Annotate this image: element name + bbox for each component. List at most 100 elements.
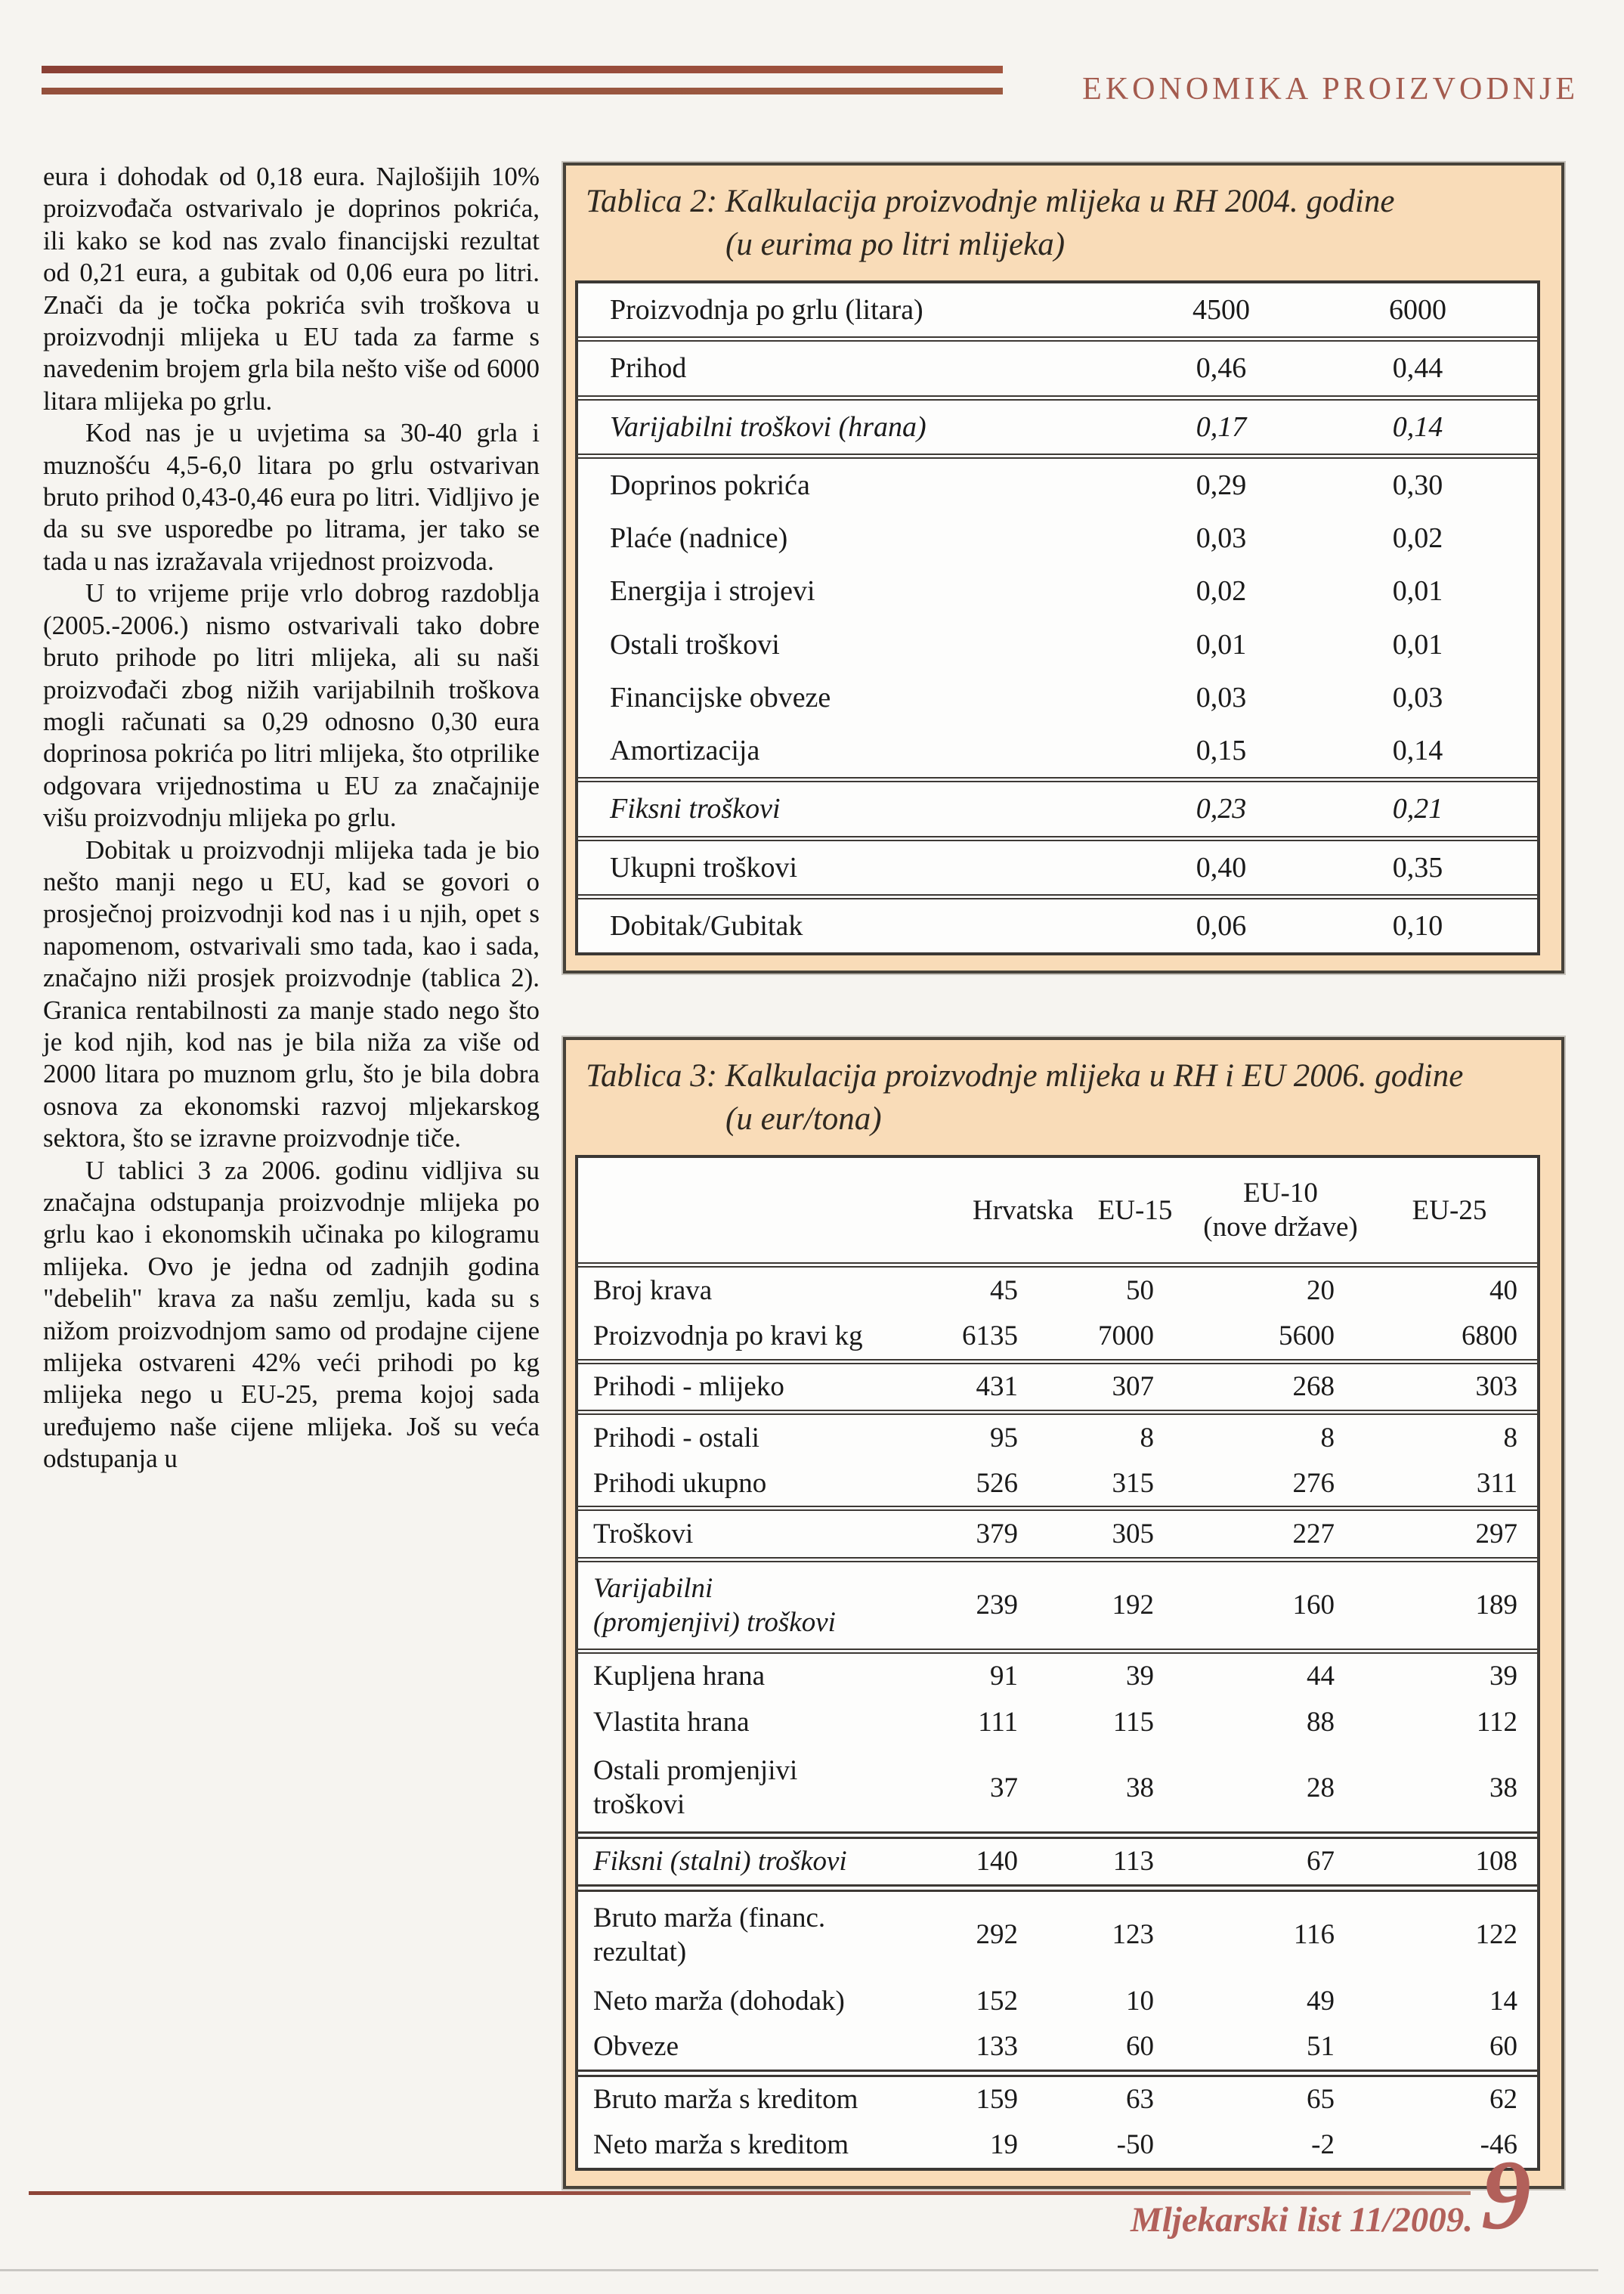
cell-value: 227 bbox=[1292, 1518, 1335, 1549]
row-label: Fiksni troškovi bbox=[610, 793, 781, 825]
table-row: Proizvodnja po grlu (litara) 4500 6000 bbox=[578, 283, 1537, 336]
table-row: Dobitak/Gubitak 0,06 0,10 bbox=[578, 893, 1537, 952]
cell-value: 311 bbox=[1476, 1467, 1517, 1499]
table-row: Varijabilni (promjenjivi) troškovi 239 192 1… bbox=[578, 1556, 1537, 1649]
table-row: Prihodi - ostali 95 8 8 8 bbox=[578, 1410, 1537, 1460]
cell-value: 0,15 bbox=[1196, 735, 1247, 767]
cell-value: 0,35 bbox=[1392, 851, 1443, 884]
table-row: Vlastita hrana 111 115 88 112 bbox=[578, 1699, 1537, 1744]
table-row: Kupljena hrana 91 39 44 39 bbox=[578, 1648, 1537, 1699]
table-row: Prihodi ukupno 526 315 276 311 bbox=[578, 1460, 1537, 1506]
cell-value: 140 bbox=[976, 1846, 1019, 1878]
row-label: Neto marža s kreditom bbox=[593, 2129, 849, 2161]
column-header: EU-10 (nove države) bbox=[1203, 1178, 1358, 1243]
cell-value: 379 bbox=[976, 1518, 1019, 1549]
row-label: Bruto marža s kreditom bbox=[593, 2084, 858, 2116]
cell-value: 0,03 bbox=[1392, 681, 1443, 714]
cell-value: 113 bbox=[1112, 1846, 1154, 1878]
cell-value: 88 bbox=[1307, 1706, 1335, 1738]
cell-value: 0,30 bbox=[1392, 469, 1443, 501]
table-row: Proizvodnja po kravi kg 6135 7000 5600 6800 bbox=[578, 1314, 1537, 1359]
cell-value: 60 bbox=[1489, 2030, 1517, 2062]
row-label: Broj krava bbox=[593, 1274, 713, 1306]
cell-value: 0,10 bbox=[1392, 909, 1443, 942]
cell-value: 38 bbox=[1489, 1772, 1517, 1803]
cell-value: 8 bbox=[1503, 1422, 1518, 1453]
cell-value: 112 bbox=[1476, 1706, 1517, 1738]
cell-value: 111 bbox=[978, 1706, 1018, 1738]
cell-value: 152 bbox=[976, 1985, 1019, 2017]
cell-value: 0,44 bbox=[1392, 352, 1443, 385]
table-row: Broj krava 45 50 20 40 bbox=[578, 1262, 1537, 1313]
table-row: Bruto marža (financ. rezultat) 292 123 116 12… bbox=[578, 1884, 1537, 1978]
cell-value: 38 bbox=[1126, 1772, 1154, 1803]
cell-value: 431 bbox=[976, 1371, 1019, 1403]
cell-value: 292 bbox=[976, 1919, 1019, 1951]
cell-value: 91 bbox=[990, 1661, 1018, 1692]
cell-value: 6000 bbox=[1389, 294, 1446, 327]
cell-value: 62 bbox=[1489, 2084, 1517, 2116]
cell-value: 123 bbox=[1112, 1919, 1155, 1951]
table-row: Plaće (nadnice) 0,03 0,02 bbox=[578, 512, 1537, 565]
table-2-title-line2: (u eurima po litri mlijeka) bbox=[725, 226, 1066, 262]
cell-value: 95 bbox=[990, 1422, 1018, 1453]
cell-value: 159 bbox=[976, 2084, 1019, 2116]
column-header: EU-25 bbox=[1412, 1194, 1487, 1226]
table-2-body: Proizvodnja po grlu (litara) 4500 6000 Prih… bbox=[575, 280, 1540, 955]
table-row: Bruto marža s kreditom 159 63 65 62 bbox=[578, 2069, 1537, 2122]
cell-value: 0,46 bbox=[1196, 352, 1247, 385]
table-row: Obveze 133 60 51 60 bbox=[578, 2023, 1537, 2069]
cell-value: -2 bbox=[1311, 2129, 1335, 2161]
row-label: Obveze bbox=[593, 2030, 679, 2062]
cell-value: 65 bbox=[1307, 2084, 1335, 2116]
cell-value: 19 bbox=[990, 2129, 1018, 2161]
header-rule-top bbox=[42, 66, 1003, 73]
cell-value: 115 bbox=[1112, 1706, 1154, 1738]
cell-value: 39 bbox=[1126, 1661, 1154, 1692]
table-3-box: Tablica 3: Kalkulacija proizvodnje mlije… bbox=[563, 1037, 1564, 2189]
row-label: Varijabilni (promjenjivi) troškovi bbox=[593, 1572, 836, 1638]
row-label: Ostali troškovi bbox=[610, 628, 780, 661]
cell-value: 0,23 bbox=[1196, 793, 1247, 825]
cell-value: 20 bbox=[1307, 1274, 1335, 1306]
cell-value: 303 bbox=[1475, 1371, 1518, 1403]
table-row: Energija i strojevi 0,02 0,01 bbox=[578, 565, 1537, 618]
header-rule-bottom bbox=[42, 88, 1003, 94]
cell-value: 297 bbox=[1475, 1518, 1518, 1549]
cell-value: 7000 bbox=[1098, 1320, 1154, 1352]
paragraph: Kod nas je u uvjetima sa 30-40 grla i mu… bbox=[43, 418, 540, 576]
cell-value: 276 bbox=[1292, 1467, 1335, 1499]
cell-value: 14 bbox=[1489, 1985, 1517, 2017]
table-row: Prihodi - mlijeko 431 307 268 303 bbox=[578, 1358, 1537, 1410]
cell-value: 315 bbox=[1112, 1467, 1155, 1499]
row-label: Bruto marža (financ. rezultat) bbox=[593, 1902, 826, 1968]
cell-value: 0,02 bbox=[1196, 575, 1247, 608]
cell-value: 40 bbox=[1489, 1274, 1517, 1306]
table-row: Varijabilni troškovi (hrana) 0,17 0,14 bbox=[578, 395, 1537, 454]
cell-value: 0,03 bbox=[1196, 681, 1247, 714]
cell-value: 268 bbox=[1292, 1371, 1335, 1403]
page-edge-rule bbox=[0, 2269, 1598, 2271]
table-2-title: Tablica 2: Kalkulacija proizvodnje mlije… bbox=[566, 166, 1561, 267]
cell-value: 44 bbox=[1307, 1661, 1335, 1692]
cell-value: 0,21 bbox=[1392, 793, 1443, 825]
cell-value: 189 bbox=[1475, 1590, 1518, 1621]
cell-value: 28 bbox=[1307, 1772, 1335, 1803]
row-label: Prihod bbox=[610, 352, 687, 385]
table-3-body: Hrvatska EU-15 EU-10 (nove države) EU-25 Broj… bbox=[575, 1155, 1540, 2171]
paragraph: U tablici 3 za 2006. godinu vidljiva su … bbox=[43, 1155, 540, 1474]
cell-value: 6800 bbox=[1462, 1320, 1517, 1352]
table-header-row: Hrvatska EU-15 EU-10 (nove države) EU-25 bbox=[578, 1158, 1537, 1262]
row-label: Doprinos pokrića bbox=[610, 469, 810, 501]
cell-value: 160 bbox=[1292, 1590, 1335, 1621]
cell-value: 67 bbox=[1307, 1846, 1335, 1878]
cell-value: 0,01 bbox=[1392, 575, 1443, 608]
cell-value: 0,14 bbox=[1392, 735, 1443, 767]
cell-value: 4500 bbox=[1192, 294, 1250, 327]
table-row: Ostali troškovi 0,01 0,01 bbox=[578, 618, 1537, 671]
table-row: Neto marža (dohodak) 152 10 49 14 bbox=[578, 1978, 1537, 2023]
cell-value: 0,02 bbox=[1392, 522, 1443, 555]
footer-journal: Mljekarski list 11/2009. bbox=[1130, 2200, 1473, 2240]
cell-value: 307 bbox=[1112, 1371, 1155, 1403]
cell-value: 39 bbox=[1489, 1661, 1517, 1692]
